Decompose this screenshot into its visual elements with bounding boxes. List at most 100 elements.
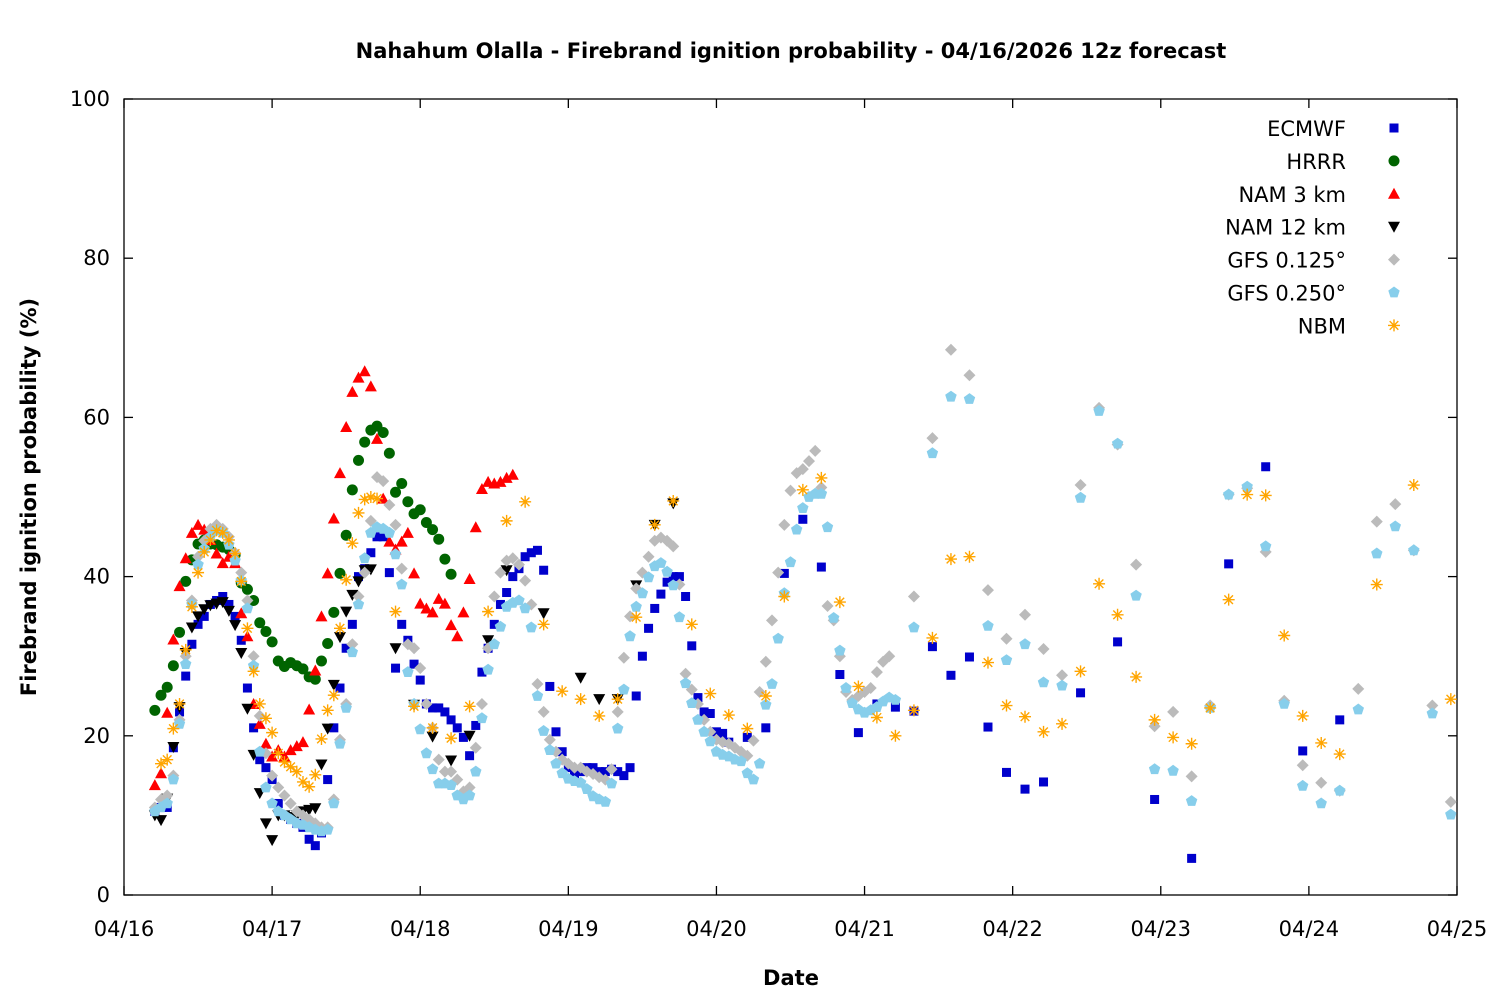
data-point — [693, 693, 703, 703]
data-point — [185, 600, 198, 613]
data-point — [1315, 736, 1328, 749]
data-point — [352, 371, 365, 383]
data-point — [1167, 764, 1179, 776]
data-point — [148, 779, 161, 791]
legend-label: GFS 0.125° — [1227, 249, 1346, 273]
data-point — [445, 779, 457, 790]
chart-title: Nahahum Olalla - Firebrand ignition prob… — [356, 39, 1227, 63]
data-point — [864, 682, 877, 695]
data-point — [644, 623, 654, 633]
data-point — [358, 493, 371, 506]
data-point — [1204, 701, 1217, 714]
data-point — [816, 562, 826, 572]
data-point — [241, 622, 254, 635]
data-point — [224, 599, 234, 609]
data-point — [482, 605, 495, 618]
data-point — [397, 619, 407, 629]
data-point — [537, 618, 550, 631]
data-point — [296, 736, 309, 748]
data-point — [1371, 547, 1383, 559]
data-point — [927, 642, 937, 652]
data-point — [1056, 679, 1068, 691]
data-point — [759, 690, 772, 702]
data-point — [321, 723, 334, 735]
legend-marker-icon — [1389, 123, 1399, 133]
data-point — [290, 765, 303, 778]
data-point — [315, 655, 327, 667]
data-points — [148, 343, 1457, 863]
data-point — [963, 369, 976, 382]
data-point — [1019, 608, 1032, 621]
data-point — [1056, 717, 1069, 730]
x-tick-label: 04/25 — [1427, 917, 1488, 941]
data-point — [946, 670, 956, 680]
y-axis-label: Firebrand ignition probability (%) — [17, 298, 41, 696]
data-point — [266, 750, 279, 762]
data-point — [254, 745, 266, 757]
data-point — [537, 725, 550, 736]
data-point — [926, 447, 939, 459]
data-point — [519, 574, 532, 587]
data-point — [199, 611, 209, 621]
data-point — [469, 741, 482, 754]
data-point — [229, 620, 242, 632]
data-point — [681, 592, 691, 601]
data-point — [599, 795, 612, 807]
data-point — [1167, 731, 1180, 744]
data-point — [494, 566, 507, 579]
data-point — [161, 797, 173, 809]
data-point — [253, 717, 266, 729]
data-point — [266, 636, 278, 648]
data-point — [315, 759, 328, 771]
data-point — [907, 590, 920, 603]
data-point — [784, 556, 797, 568]
data-point — [415, 675, 425, 685]
data-point — [327, 679, 340, 691]
data-point — [1315, 776, 1328, 789]
data-point — [155, 767, 168, 779]
data-point — [1298, 746, 1308, 756]
data-point — [192, 518, 205, 530]
data-point — [427, 524, 439, 536]
data-point — [477, 667, 487, 677]
legend-marker-icon — [1388, 187, 1400, 199]
data-point — [508, 572, 518, 582]
data-point — [557, 747, 567, 757]
data-point — [983, 722, 993, 732]
data-point — [358, 566, 371, 579]
data-point — [457, 606, 470, 618]
data-point — [574, 693, 587, 706]
x-tick-label: 04/21 — [834, 917, 895, 941]
data-point — [889, 729, 902, 742]
data-point — [870, 711, 883, 724]
data-point — [611, 705, 624, 718]
data-point — [401, 526, 414, 538]
data-point — [963, 393, 976, 404]
data-point — [815, 487, 828, 499]
data-point — [428, 703, 438, 713]
data-point — [551, 727, 561, 737]
data-point — [475, 483, 488, 495]
data-point — [173, 580, 186, 592]
data-point — [687, 641, 697, 651]
legend-marker-icon — [1388, 221, 1400, 233]
data-point — [908, 621, 920, 633]
data-point — [581, 783, 593, 794]
data-point — [834, 644, 846, 656]
data-point — [180, 575, 192, 587]
data-point — [532, 545, 542, 555]
data-point — [266, 726, 279, 739]
data-point — [668, 572, 678, 582]
legend-label: HRRR — [1286, 150, 1346, 174]
data-point — [235, 648, 248, 660]
data-point — [803, 455, 816, 468]
data-point — [679, 677, 692, 689]
data-point — [167, 633, 180, 645]
x-axis-label: Date — [763, 966, 819, 990]
data-point — [218, 592, 228, 601]
legend-label: GFS 0.250° — [1227, 282, 1346, 306]
x-tick-label: 04/18 — [390, 917, 451, 941]
legend-marker-icon — [1388, 286, 1400, 298]
data-point — [358, 365, 371, 377]
data-point — [463, 781, 476, 794]
